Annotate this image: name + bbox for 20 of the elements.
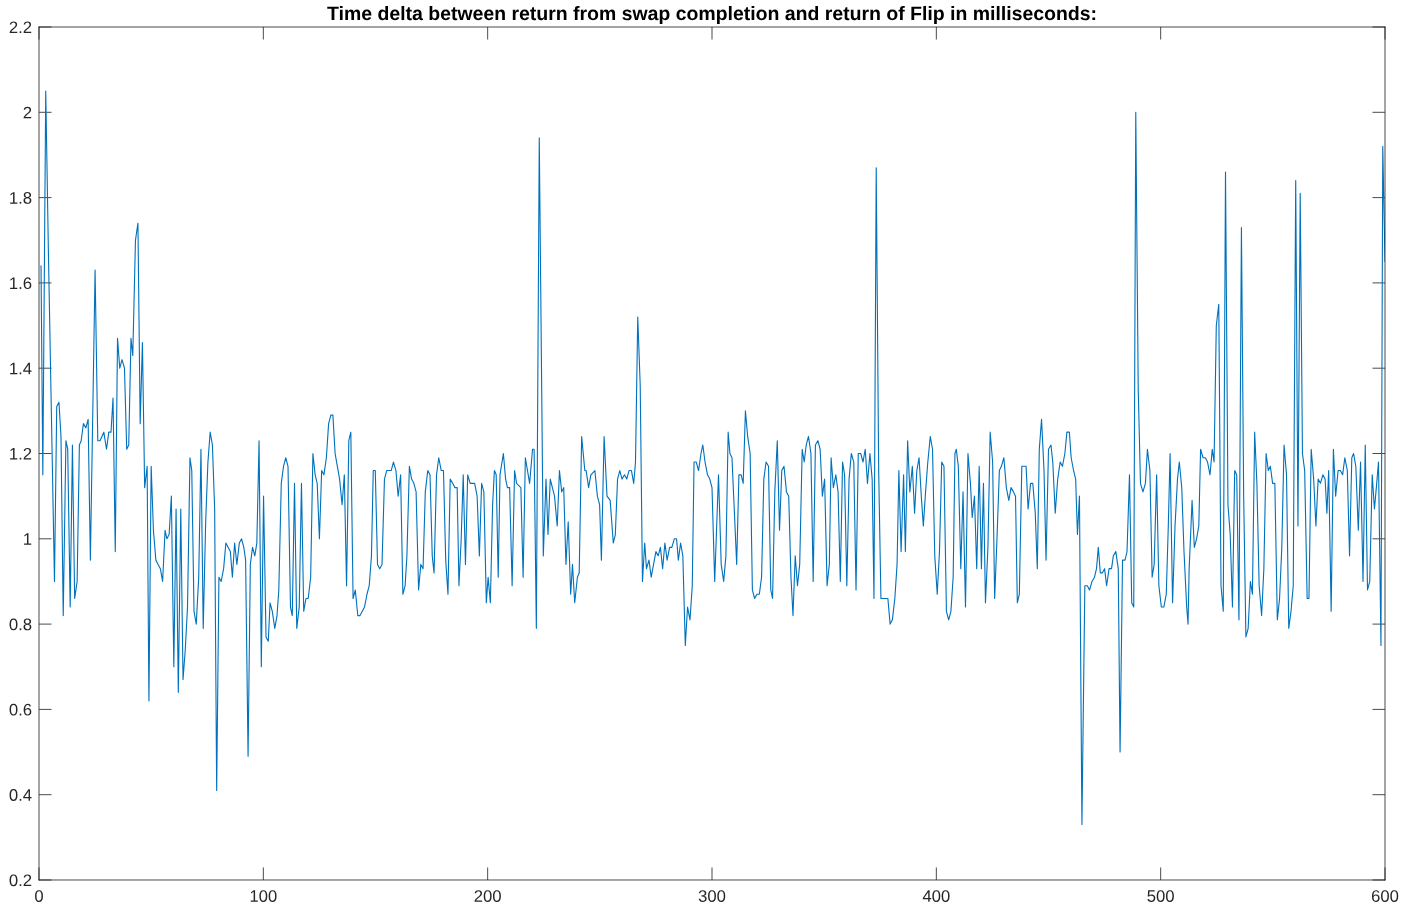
x-tick-label: 400 bbox=[922, 890, 950, 902]
y-tick-label: 0.6 bbox=[9, 703, 32, 716]
x-tick-label: 100 bbox=[250, 890, 277, 902]
y-tick-label: 0.8 bbox=[9, 618, 32, 631]
chart-title: Time delta between return from swap completion and return of Flip in milliseconds: bbox=[327, 5, 1096, 25]
y-tick-label: 2 bbox=[23, 106, 32, 119]
x-tick-label: 600 bbox=[1371, 890, 1399, 902]
x-tick-label: 300 bbox=[698, 890, 726, 902]
x-tick-label: 200 bbox=[474, 890, 501, 902]
y-tick-label: 1.4 bbox=[10, 362, 32, 375]
y-tick-label: 0.2 bbox=[9, 874, 32, 887]
line-series bbox=[40, 90, 1385, 826]
y-tick-label: 0.4 bbox=[9, 789, 32, 801]
y-tick-label: 1.8 bbox=[10, 192, 32, 204]
y-tick-label: 1.6 bbox=[10, 277, 32, 290]
y-tick-label: 1 bbox=[24, 533, 32, 545]
x-tick-label: 0 bbox=[35, 890, 43, 902]
y-tick-label: 1.2 bbox=[10, 447, 32, 460]
x-tick-label: 500 bbox=[1147, 890, 1174, 902]
y-tick-label: 2.2 bbox=[9, 21, 32, 34]
